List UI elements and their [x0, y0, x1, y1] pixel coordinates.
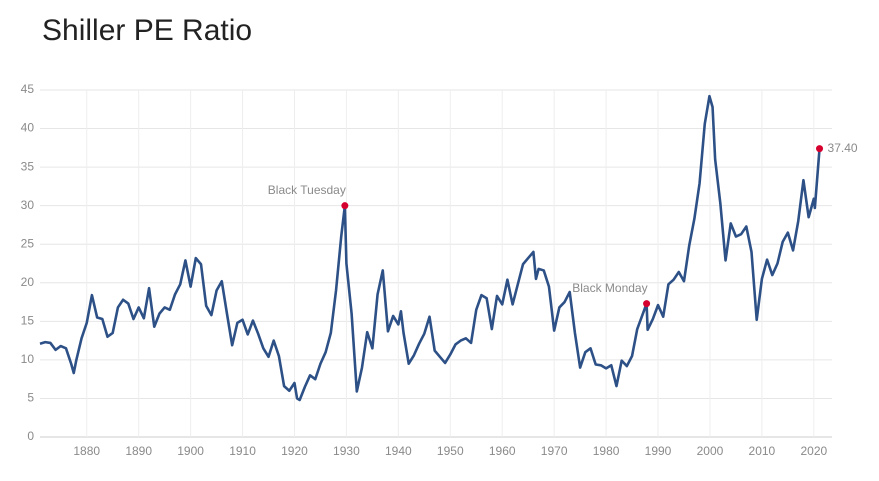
- y-tick-label: 15: [21, 314, 35, 328]
- annotation-label: Black Monday: [572, 281, 647, 295]
- annotation-label: Black Tuesday: [268, 183, 346, 197]
- annotation-marker: [816, 145, 824, 153]
- y-tick-label: 0: [27, 429, 34, 443]
- x-tick-label: 1900: [177, 444, 204, 458]
- x-tick-label: 1930: [333, 444, 360, 458]
- y-tick-label: 35: [21, 159, 35, 173]
- x-tick-label: 1950: [437, 444, 464, 458]
- x-tick-label: 1910: [229, 444, 256, 458]
- x-tick-label: 1940: [385, 444, 412, 458]
- x-tick-label: 1890: [125, 444, 152, 458]
- x-tick-label: 1980: [593, 444, 620, 458]
- x-tick-label: 2020: [800, 444, 827, 458]
- annotation-marker: [341, 202, 349, 210]
- x-tick-label: 1920: [281, 444, 308, 458]
- y-tick-label: 30: [21, 198, 35, 212]
- y-tick-label: 40: [21, 121, 35, 135]
- x-tick-label: 1960: [489, 444, 516, 458]
- annotation-marker: [643, 300, 651, 308]
- annotation-label: 37.40: [828, 141, 858, 155]
- data-line: [39, 94, 821, 402]
- y-tick-label: 10: [21, 352, 35, 366]
- y-tick-label: 25: [21, 236, 35, 250]
- y-tick-label: 45: [21, 82, 35, 96]
- y-tick-label: 20: [21, 275, 35, 289]
- chart-title: Shiller PE Ratio: [42, 14, 252, 47]
- x-tick-label: 2010: [749, 444, 776, 458]
- y-tick-label: 5: [27, 391, 34, 405]
- x-tick-label: 1880: [73, 444, 100, 458]
- x-tick-label: 1990: [645, 444, 672, 458]
- x-tick-label: 2000: [697, 444, 724, 458]
- x-tick-label: 1970: [541, 444, 568, 458]
